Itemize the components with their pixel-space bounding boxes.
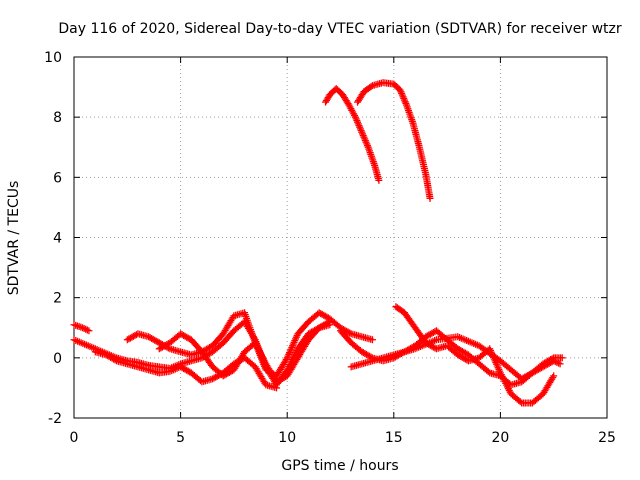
data-point — [367, 83, 375, 91]
data-point — [355, 122, 363, 130]
x-tick-label: 15 — [385, 430, 403, 446]
data-point — [83, 326, 91, 334]
data-point — [362, 138, 370, 146]
data-point — [361, 137, 369, 145]
data-point — [80, 325, 88, 333]
data-point — [85, 327, 93, 335]
data-point — [356, 125, 364, 133]
data-point — [351, 113, 359, 121]
series-arc-10 — [347, 333, 566, 383]
x-tick-label: 5 — [176, 430, 185, 446]
data-point — [401, 98, 409, 106]
y-tick-label: 0 — [53, 351, 62, 367]
data-point — [400, 94, 408, 102]
data-point — [361, 135, 369, 143]
series-arc-6 — [322, 85, 383, 184]
data-point — [550, 372, 558, 380]
data-point — [426, 194, 434, 202]
data-point — [400, 96, 408, 104]
data-point — [360, 133, 368, 141]
x-tick-label: 20 — [491, 430, 509, 446]
data-point — [375, 176, 383, 184]
data-point — [399, 93, 407, 101]
chart-title: Day 116 of 2020, Sidereal Day-to-day VTE… — [58, 21, 622, 37]
data-point — [558, 354, 566, 362]
y-tick-label: 2 — [53, 291, 62, 307]
data-point — [273, 384, 281, 392]
data-point — [324, 319, 332, 327]
data-point — [363, 140, 371, 148]
series-arc-2 — [70, 321, 93, 335]
data-point — [357, 127, 365, 135]
data-point — [354, 118, 362, 126]
data-point — [359, 132, 367, 140]
data-point — [354, 120, 362, 128]
data-point — [79, 324, 87, 332]
series-arc-7 — [354, 79, 434, 202]
data-point — [549, 374, 557, 382]
data-point — [346, 329, 354, 337]
y-tick-label: -2 — [48, 411, 62, 427]
data-point — [396, 86, 404, 94]
y-tick-label: 6 — [53, 170, 62, 186]
data-point — [358, 128, 366, 136]
x-tick-label: 10 — [278, 430, 296, 446]
data-point — [82, 325, 90, 333]
data-point — [364, 142, 372, 150]
data-point — [548, 355, 556, 363]
data-point — [359, 130, 367, 138]
data-point — [402, 99, 410, 107]
y-tick-label: 4 — [53, 231, 62, 247]
data-point — [353, 117, 361, 125]
series-arc-4 — [155, 318, 334, 386]
data-point — [111, 356, 119, 364]
data-point — [398, 91, 406, 99]
y-tick-label: 8 — [53, 110, 62, 126]
series-arc-5 — [91, 348, 281, 392]
data-point — [352, 115, 360, 123]
y-tick-label: 10 — [44, 50, 62, 66]
x-tick-label: 25 — [598, 430, 616, 446]
data-point — [356, 123, 364, 131]
x-tick-label: 0 — [70, 430, 79, 446]
x-axis-label: GPS time / hours — [281, 458, 398, 474]
data-point — [326, 318, 334, 326]
axis-ticks: 0 5 10 15 20 25 -2 0 2 4 6 8 10 — [44, 50, 616, 446]
data-series — [70, 79, 566, 407]
data-point — [516, 398, 524, 406]
data-point — [368, 336, 376, 344]
data-point — [556, 360, 564, 368]
grid — [74, 57, 607, 418]
series-arc-9 — [392, 303, 558, 407]
data-point — [397, 88, 405, 96]
data-point — [398, 89, 406, 97]
y-axis-label: SDTVAR / TECUs — [6, 181, 22, 296]
